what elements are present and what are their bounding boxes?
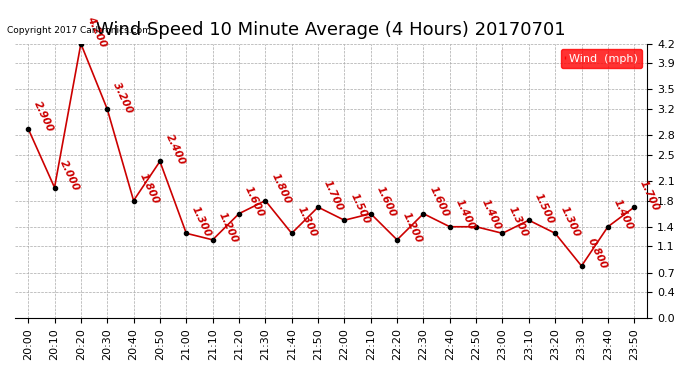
Text: 1.600: 1.600 — [375, 185, 397, 219]
Text: 1.500: 1.500 — [533, 191, 555, 225]
Text: 1.300: 1.300 — [506, 204, 529, 238]
Text: 2.400: 2.400 — [164, 132, 187, 166]
Text: 2.900: 2.900 — [32, 100, 55, 134]
Title: Wind Speed 10 Minute Average (4 Hours) 20170701: Wind Speed 10 Minute Average (4 Hours) 2… — [97, 21, 566, 39]
Text: 2.000: 2.000 — [59, 159, 81, 193]
Text: 0.800: 0.800 — [586, 237, 609, 271]
Text: 1.400: 1.400 — [612, 198, 635, 232]
Text: 1.400: 1.400 — [454, 198, 477, 232]
Text: 1.800: 1.800 — [137, 172, 161, 206]
Text: 1.600: 1.600 — [427, 185, 451, 219]
Text: 1.300: 1.300 — [559, 204, 582, 238]
Text: 1.300: 1.300 — [190, 204, 213, 238]
Text: 1.700: 1.700 — [638, 178, 661, 212]
Text: 4.200: 4.200 — [85, 15, 108, 49]
Text: 3.200: 3.200 — [111, 80, 134, 114]
Text: 1.700: 1.700 — [322, 178, 345, 212]
Text: 1.200: 1.200 — [217, 211, 239, 245]
Text: 1.600: 1.600 — [243, 185, 266, 219]
Text: 1.400: 1.400 — [480, 198, 503, 232]
Text: 1.800: 1.800 — [269, 172, 293, 206]
Legend: Wind  (mph): Wind (mph) — [561, 49, 642, 68]
Text: Copyright 2017 Carltronics.com: Copyright 2017 Carltronics.com — [7, 26, 151, 35]
Text: 1.200: 1.200 — [401, 211, 424, 245]
Text: 1.500: 1.500 — [348, 191, 371, 225]
Text: 1.300: 1.300 — [295, 204, 319, 238]
